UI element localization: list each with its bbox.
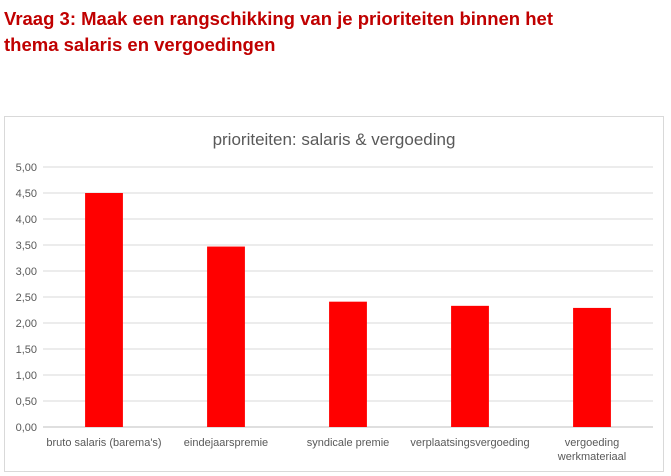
y-tick-label: 5,00	[16, 162, 37, 174]
chart-title: prioriteiten: salaris & vergoeding	[212, 130, 456, 149]
y-tick-label: 1,00	[16, 370, 37, 382]
bar-chart: 0,00 0,50 1,00 1,50 2,00 2,50 3,00 3,50 4,00 4,50…	[16, 162, 653, 463]
question-heading-line-2: thema salaris en vergoedingen	[4, 34, 276, 55]
y-tick-label: 1,50	[16, 344, 37, 356]
y-tick-label: 0,00	[16, 422, 37, 434]
y-tick-label: 2,00	[16, 318, 37, 330]
y-tick-label: 0,50	[16, 396, 37, 408]
bar	[85, 193, 123, 427]
y-tick-label: 4,50	[16, 188, 37, 200]
chart-area: prioriteiten: salaris & vergoeding 0,00 0…	[4, 116, 664, 472]
question-heading: Vraag 3: Maak een rangschikking van je p…	[4, 6, 604, 58]
bar	[329, 301, 367, 427]
y-tick-label: 3,50	[16, 240, 37, 252]
bar	[207, 246, 245, 427]
x-tick-label: eindejaarspremie	[184, 437, 268, 449]
x-tick-label: vergoeding werkmateriaal	[557, 437, 626, 463]
y-tick-label: 2,50	[16, 292, 37, 304]
x-tick-label: bruto salaris (barema's)	[46, 437, 161, 449]
bar	[573, 307, 611, 427]
x-tick-label: syndicale premie	[307, 437, 390, 449]
question-heading-line-1: Vraag 3: Maak een rangschikking van je p…	[4, 8, 553, 29]
y-tick-label: 4,00	[16, 214, 37, 226]
bar	[451, 305, 489, 427]
x-tick-label: verplaatsingsvergoeding	[410, 437, 529, 449]
y-tick-label: 3,00	[16, 266, 37, 278]
